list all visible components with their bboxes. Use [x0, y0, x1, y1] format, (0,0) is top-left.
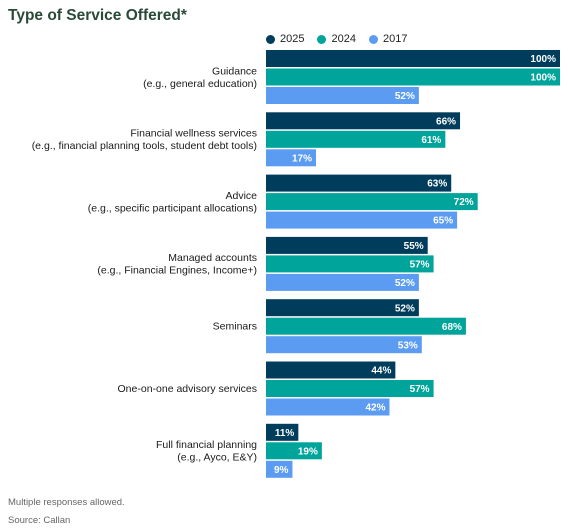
bar-value-label: 100% — [530, 54, 556, 65]
category-label: (e.g., Financial Engines, Income+) — [97, 265, 257, 277]
bar-2025 — [266, 361, 396, 379]
category-label: Full financial planning — [156, 439, 257, 451]
legend-swatch-2024 — [317, 34, 327, 44]
legend-label-2025: 2025 — [280, 33, 305, 45]
bar-2025 — [266, 236, 428, 254]
legend-swatch-2017 — [368, 34, 378, 44]
bar-value-label: 66% — [436, 116, 456, 127]
category-label: (e.g., general education) — [143, 78, 257, 90]
bar-2024 — [266, 255, 434, 273]
category-label: Managed accounts — [168, 252, 257, 264]
bar-value-label: 11% — [275, 428, 295, 439]
category-label: (e.g., specific participant allocations) — [88, 202, 257, 214]
bar-2025 — [266, 299, 419, 317]
bar-value-label: 52% — [395, 278, 415, 289]
bar-2017 — [266, 460, 293, 478]
bar-2024 — [266, 130, 446, 148]
bar-value-label: 52% — [395, 91, 415, 102]
category-label: (e.g., Ayco, E&Y) — [177, 452, 257, 464]
chart-title: Type of Service Offered* — [8, 7, 187, 24]
bar-2025 — [266, 50, 560, 67]
legend-swatch-2025 — [266, 34, 275, 44]
bar-value-label: 100% — [530, 73, 556, 84]
category-label: Advice — [225, 190, 257, 202]
legend-item-2017: 2017 — [368, 33, 408, 45]
bar-2024 — [266, 380, 434, 397]
bar-2017 — [266, 149, 316, 167]
bar-value-label: 68% — [442, 322, 462, 333]
legend-item-2025: 2025 — [266, 33, 304, 45]
bar-value-label: 57% — [410, 384, 430, 395]
category-label: Guidance — [212, 65, 257, 77]
chart-legend: 2025 2024 2017 — [266, 33, 420, 45]
bar-2025 — [266, 174, 452, 192]
bar-value-label: 57% — [410, 260, 430, 271]
bar-2025 — [266, 112, 461, 130]
category-label: Seminars — [213, 321, 257, 333]
legend-item-2024: 2024 — [317, 33, 356, 45]
footnote-source: Source: Callan — [8, 515, 71, 526]
legend-label-2024: 2024 — [331, 33, 356, 45]
bar-value-label: 19% — [298, 446, 318, 457]
bar-2025 — [266, 423, 299, 441]
bar-value-label: 63% — [427, 179, 447, 190]
bar-value-label: 61% — [421, 135, 441, 146]
bar-2024 — [266, 442, 322, 460]
category-label: Financial wellness services — [130, 128, 257, 140]
footnote-multiple-responses: Multiple responses allowed. — [8, 497, 125, 508]
bar-2024 — [266, 317, 466, 335]
bar-2017 — [266, 398, 390, 416]
bar-2017 — [266, 211, 458, 229]
bar-2017 — [266, 336, 422, 354]
legend-label-2017: 2017 — [382, 33, 408, 45]
bar-value-label: 42% — [365, 403, 385, 414]
bar-value-label: 52% — [395, 303, 415, 314]
bar-2024 — [266, 68, 560, 86]
bar-value-label: 53% — [398, 340, 418, 351]
category-label: (e.g., financial planning tools, student… — [32, 140, 257, 152]
bar-value-label: 44% — [371, 366, 391, 377]
bar-2017 — [266, 273, 419, 291]
bar-2024 — [266, 193, 478, 211]
bar-value-label: 17% — [292, 153, 312, 164]
bar-value-label: 9% — [274, 465, 289, 476]
bar-value-label: 55% — [404, 241, 424, 252]
bar-value-label: 65% — [433, 216, 453, 227]
bar-2017 — [266, 87, 419, 104]
bar-value-label: 72% — [454, 197, 474, 208]
category-label: One-on-one advisory services — [118, 383, 257, 395]
